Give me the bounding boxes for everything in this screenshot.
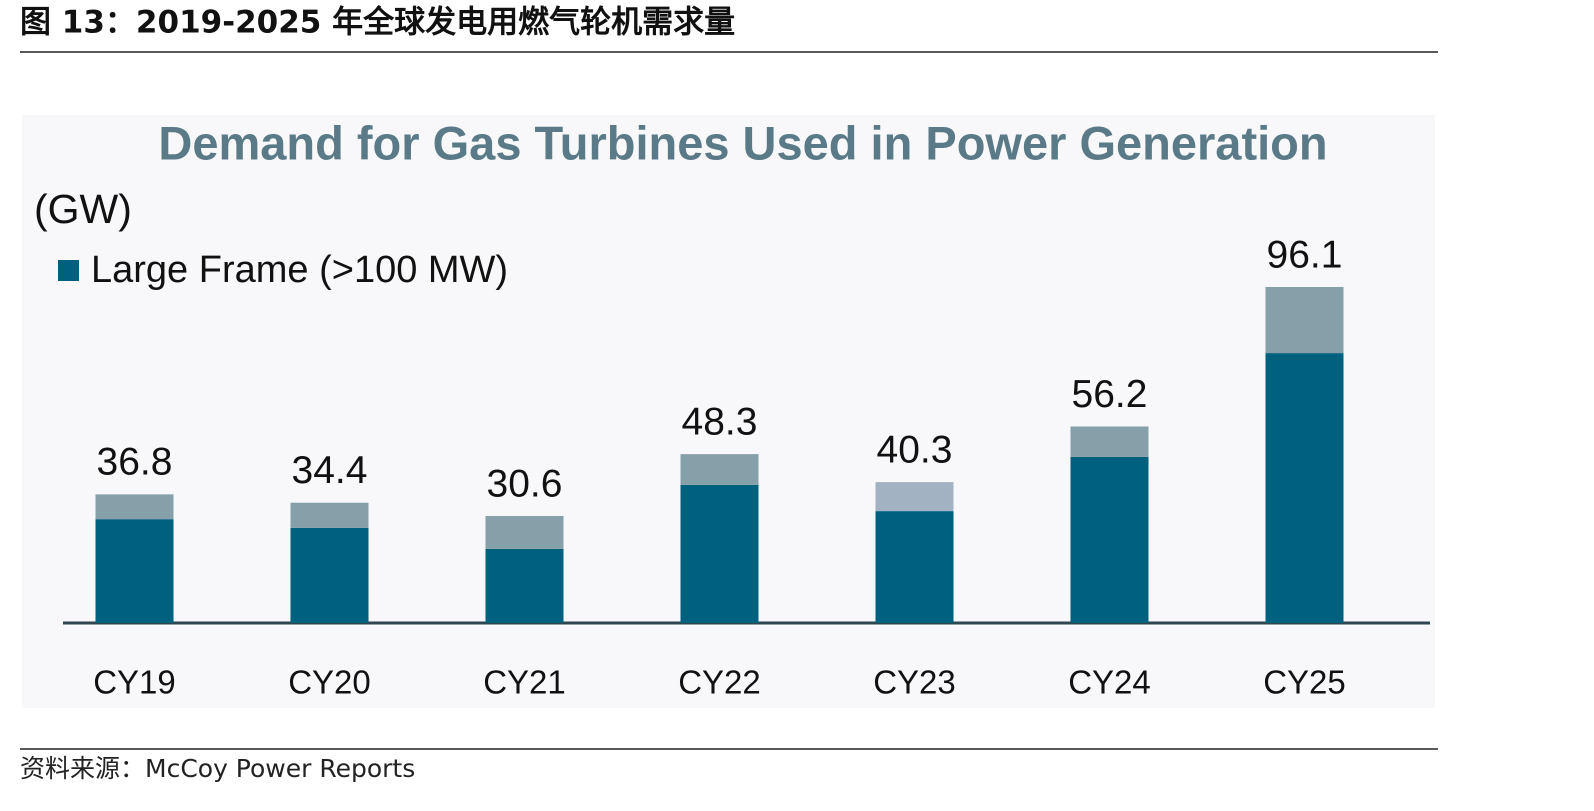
total-label: 36.8	[97, 441, 173, 484]
bar-segment	[1070, 456, 1149, 623]
x-tick-label: CY22	[678, 664, 761, 701]
bar-segment	[95, 519, 174, 623]
figure-title: 图 13：2019-2025 年全球发电用燃气轮机需求量	[20, 5, 735, 41]
bar-segment	[485, 516, 564, 549]
bar-segment	[875, 511, 954, 623]
bar-segment	[485, 548, 564, 623]
bar-segment	[1265, 287, 1344, 354]
x-tick-label: CY25	[1263, 664, 1346, 701]
legend-swatch	[58, 260, 79, 281]
legend-label: Large Frame (>100 MW)	[91, 249, 508, 291]
bar-segment	[875, 482, 954, 512]
x-tick-label: CY20	[288, 664, 371, 701]
bar-segment	[1070, 426, 1149, 457]
bar-segment	[290, 527, 369, 623]
x-tick-label: CY24	[1068, 664, 1151, 701]
total-label: 48.3	[682, 400, 758, 443]
x-tick-label: CY21	[483, 664, 566, 701]
x-tick-label: CY23	[873, 664, 956, 701]
total-label: 40.3	[877, 428, 953, 471]
source-note: 资料来源：McCoy Power Reports	[20, 754, 415, 783]
bar-segment	[680, 454, 759, 485]
unit-label: (GW)	[34, 186, 132, 232]
bar-segment	[680, 484, 759, 623]
total-label: 96.1	[1267, 233, 1343, 276]
x-tick-label: CY19	[93, 664, 176, 701]
bar-segment	[1265, 353, 1344, 623]
bar-segment	[290, 502, 369, 528]
total-label: 56.2	[1072, 373, 1148, 416]
chart-title: Demand for Gas Turbines Used in Power Ge…	[158, 116, 1327, 169]
total-label: 34.4	[292, 449, 368, 492]
bar-segment	[95, 494, 174, 520]
total-label: 30.6	[487, 462, 563, 505]
